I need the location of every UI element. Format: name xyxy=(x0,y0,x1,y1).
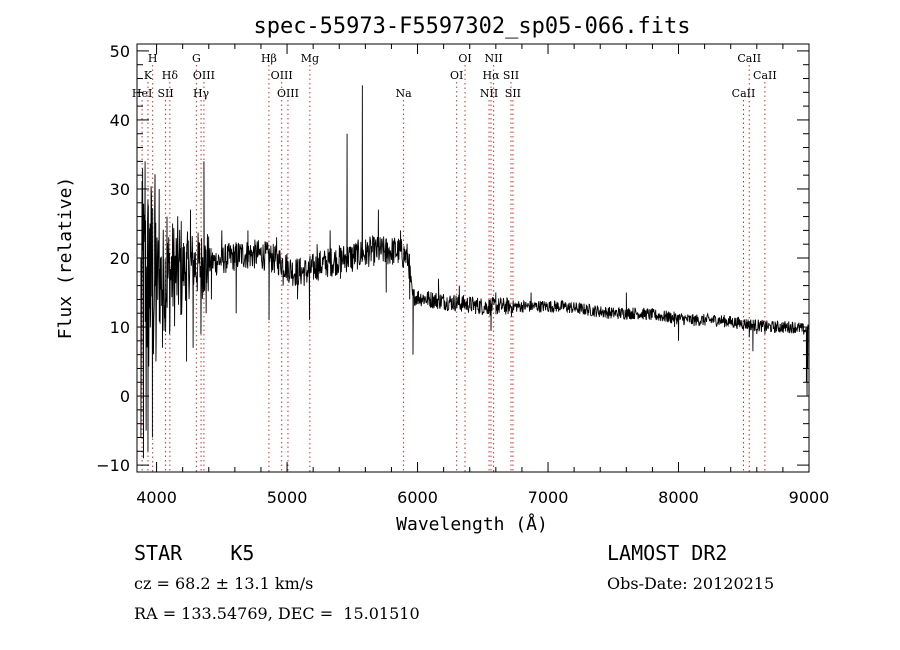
spectral-line-label: G xyxy=(192,52,201,65)
y-tick-label: 20 xyxy=(110,249,130,268)
spectral-line-label: OIII xyxy=(271,69,293,82)
spectral-line-label: CaII xyxy=(732,87,756,100)
spectrum-series xyxy=(140,85,809,459)
ra-dec: RA = 133.54769, DEC = 15.01510 xyxy=(134,604,420,623)
spectral-line-label: OIII xyxy=(277,87,299,100)
spectral-line-label: OI xyxy=(450,69,463,82)
spectral-line-label: NII xyxy=(484,52,502,65)
spectral-line-label: Hβ xyxy=(261,52,277,65)
spectral-line-markers xyxy=(141,65,766,472)
spectral-line-label: SII xyxy=(157,87,173,100)
x-tick-label: 7000 xyxy=(528,488,569,507)
x-axis: 4000 5000 6000 7000 8000 9000 xyxy=(136,44,829,507)
spectral-line-label: SII xyxy=(503,69,519,82)
x-tick-label: 4000 xyxy=(136,488,177,507)
spectral-line-label: HeI xyxy=(132,87,152,100)
spectral-line-label: Hγ xyxy=(193,87,210,100)
y-tick-label: −10 xyxy=(96,456,130,475)
y-tick-label: 10 xyxy=(110,318,130,337)
spectral-line-label: CaII xyxy=(753,69,777,82)
spectral-line-label: SII xyxy=(505,87,521,100)
spectral-line-label: OIII xyxy=(193,69,215,82)
spectral-line-label: H xyxy=(148,52,158,65)
x-axis-label: Wavelength (Å) xyxy=(396,513,548,535)
x-tick-label: 5000 xyxy=(267,488,308,507)
spectral-line-label: Mg xyxy=(301,52,319,65)
survey-name: LAMOST DR2 xyxy=(607,541,727,565)
y-tick-label: 0 xyxy=(120,387,130,406)
chart-title: spec-55973-F5597302_sp05-066.fits xyxy=(253,14,690,39)
y-axis: −10 0 10 20 30 40 50 xyxy=(96,42,809,475)
spectral-line-label: Hα xyxy=(482,69,500,82)
y-axis-label: Flux (relative) xyxy=(55,177,76,340)
spectral-line-label: Hδ xyxy=(162,69,179,82)
x-tick-label: 6000 xyxy=(397,488,438,507)
spectral-line-label: NII xyxy=(480,87,498,100)
redshift-cz: cz = 68.2 ± 13.1 km/s xyxy=(134,574,313,593)
object-class: STAR K5 xyxy=(134,541,254,565)
obs-date: Obs-Date: 20120215 xyxy=(607,574,774,593)
spectral-line-label: Na xyxy=(395,87,412,100)
spectrum-line xyxy=(140,85,809,459)
spectral-line-label: OI xyxy=(458,52,471,65)
spectral-line-labels: HK HeI Hδ SII G OIII Hγ Hβ OIII OIII Mg Na OI OI NII Hα… xyxy=(132,52,777,100)
x-tick-label: 9000 xyxy=(789,488,830,507)
y-tick-label: 40 xyxy=(110,111,130,130)
y-tick-label: 50 xyxy=(110,42,130,61)
spectral-line-label: CaII xyxy=(737,52,761,65)
y-tick-label: 30 xyxy=(110,180,130,199)
spectral-line-label: K xyxy=(144,69,153,82)
x-tick-label: 8000 xyxy=(658,488,699,507)
